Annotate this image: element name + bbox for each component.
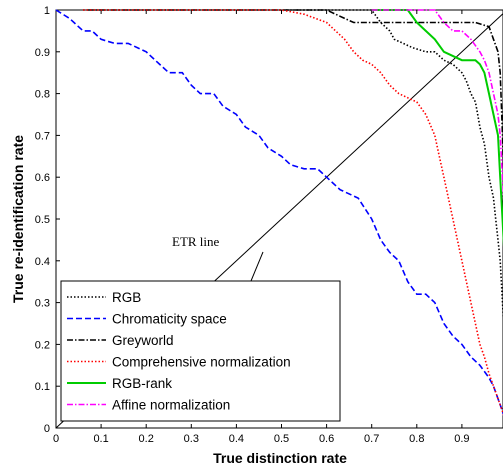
series-line-affine-normalization (371, 9, 503, 202)
y-tick-label: 0 (44, 423, 50, 435)
x-tick-label: 0.4 (229, 433, 244, 445)
legend-label: RGB (112, 290, 141, 305)
legend-label: Affine normalization (112, 398, 230, 413)
legend-label: Greyworld (112, 333, 174, 348)
series-line-comprehensive-normalization (83, 9, 503, 417)
x-tick-label: 0.2 (139, 433, 154, 445)
y-tick-label: 0.5 (35, 214, 50, 226)
y-tick-label: 0.2 (35, 339, 50, 351)
y-axis-title: True re-identification rate (10, 135, 26, 303)
y-tick-label: 0.8 (35, 89, 50, 101)
x-tick-label: 0 (53, 433, 59, 445)
x-tick-label: 0.3 (184, 433, 199, 445)
legend-label: Chromaticity space (112, 312, 227, 327)
y-tick-label: 1 (44, 5, 50, 17)
x-axis-title: True distinction rate (213, 450, 347, 466)
legend-box (60, 280, 341, 422)
series-line-rgb-rank (371, 9, 503, 248)
y-tick-label: 0.1 (35, 381, 50, 393)
y-tick-label: 0.6 (35, 172, 50, 184)
x-tick-label: 0.7 (364, 433, 379, 445)
y-tick-label: 0.3 (35, 298, 50, 310)
x-tick-label: 0.6 (319, 433, 334, 445)
axis-ticks: 0 0.1 0.2 0.3 0.4 0.5 0.6 0.7 0.8 0.9 0 0.1 0.2 0.3 0.… (35, 5, 470, 445)
x-tick-label: 0.1 (93, 433, 108, 445)
x-tick-label: 0.9 (454, 433, 469, 445)
legend: RGB Chromaticity space Greyworld Comprehens… (60, 280, 341, 422)
series-layer (55, 9, 503, 417)
series-line-chromaticity-space (55, 9, 503, 417)
y-tick-label: 0.4 (35, 256, 50, 268)
legend-label: Comprehensive normalization (112, 355, 291, 370)
x-tick-label: 0.5 (274, 433, 289, 445)
etr-line-label: ETR line (172, 234, 220, 249)
y-tick-label: 0.9 (35, 47, 50, 59)
series-line-greyworld (87, 9, 503, 185)
y-tick-label: 0.7 (35, 130, 50, 142)
x-tick-label: 0.8 (409, 433, 424, 445)
legend-label: RGB-rank (112, 376, 172, 391)
